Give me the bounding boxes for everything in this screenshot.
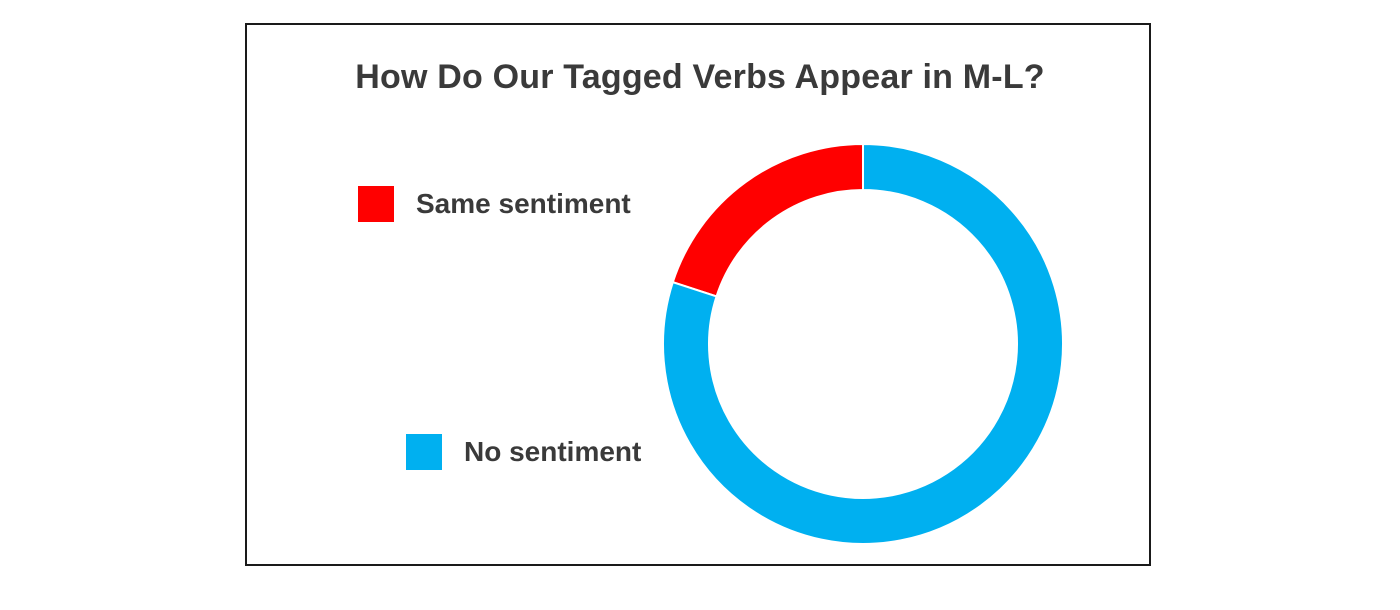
chart-title: How Do Our Tagged Verbs Appear in M-L? (355, 58, 1045, 96)
legend-swatch-same-sentiment (358, 186, 394, 222)
legend-item-same-sentiment: Same sentiment (358, 186, 631, 222)
legend-swatch-no-sentiment (406, 434, 442, 470)
legend-label-same-sentiment: Same sentiment (416, 188, 631, 219)
legend-label-no-sentiment: No sentiment (464, 436, 642, 467)
legend-item-no-sentiment: No sentiment (406, 434, 641, 470)
chart-frame (245, 23, 1151, 566)
